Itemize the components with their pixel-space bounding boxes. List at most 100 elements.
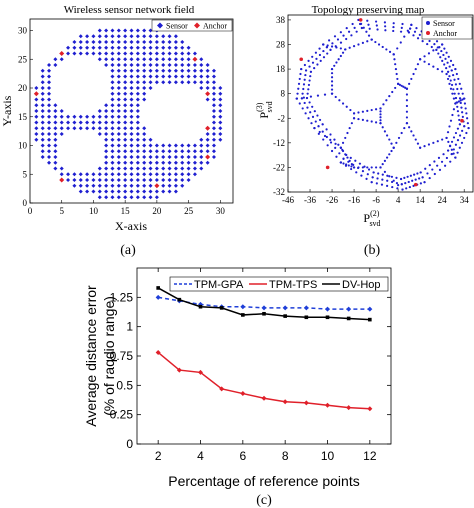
- sensor-point: [401, 22, 404, 26]
- sensor-point: [78, 120, 83, 125]
- sensor-point: [142, 74, 147, 79]
- sensor-point: [395, 176, 398, 180]
- sensor-point: [173, 34, 178, 39]
- sensor-point: [365, 30, 368, 33]
- sensor-point: [348, 159, 351, 162]
- panel-b-caption: (b): [364, 243, 381, 258]
- sensor-point: [419, 171, 422, 174]
- sensor-point: [34, 132, 39, 136]
- sensor-point: [408, 126, 411, 129]
- sensor-point: [308, 65, 311, 68]
- sensor-point: [457, 114, 460, 117]
- sensor-point: [167, 155, 172, 159]
- sensor-point: [40, 143, 45, 148]
- anchor-point: [205, 91, 211, 97]
- sensor-point: [218, 103, 223, 108]
- sensor-point: [180, 160, 185, 165]
- data-point: [261, 305, 267, 311]
- sensor-point: [211, 149, 216, 154]
- sensor-point: [383, 170, 387, 173]
- sensor-point: [47, 137, 52, 142]
- sensor-point: [104, 28, 109, 33]
- sensor-point: [142, 80, 147, 85]
- sensor-point: [361, 170, 365, 173]
- sensor-point: [199, 74, 204, 79]
- sensor-point: [460, 106, 463, 109]
- sensor-point: [91, 45, 96, 50]
- sensor-point: [367, 34, 371, 37]
- sensor-point: [123, 68, 128, 73]
- sensor-point: [142, 97, 147, 102]
- sensor-point: [173, 160, 178, 165]
- sensor-point: [405, 116, 409, 119]
- x-tick-label: 30: [216, 206, 226, 216]
- sensor-point: [366, 40, 369, 43]
- sensor-point: [148, 51, 153, 56]
- sensor-point: [205, 86, 210, 90]
- sensor-point: [116, 74, 121, 79]
- sensor-point: [366, 119, 369, 122]
- sensor-point: [110, 74, 115, 79]
- sensor-point: [78, 40, 83, 44]
- x-tick-label: 4: [197, 449, 204, 463]
- sensor-point: [383, 159, 387, 162]
- sensor-point: [91, 172, 96, 177]
- x-tick-label: -26: [326, 195, 338, 205]
- sensor-point: [205, 68, 210, 73]
- sensor-point: [318, 47, 321, 50]
- sensor-point: [390, 175, 394, 178]
- sensor-point: [441, 70, 444, 73]
- legend-sensor-marker: [426, 21, 430, 25]
- sensor-point: [66, 172, 71, 177]
- sensor-point: [461, 111, 464, 114]
- sensor-point: [180, 149, 185, 154]
- sensor-point: [135, 137, 140, 142]
- sensor-point: [91, 40, 96, 44]
- sensor-point: [411, 179, 414, 182]
- sensor-point: [104, 160, 109, 165]
- sensor-point: [199, 80, 204, 85]
- sensor-point: [53, 143, 58, 148]
- sensor-point: [148, 86, 153, 90]
- sensor-point: [104, 126, 109, 131]
- sensor-point: [371, 176, 374, 179]
- sensor-point: [460, 141, 464, 144]
- sensor-point: [167, 63, 172, 67]
- sensor-point: [372, 171, 375, 174]
- sensor-point: [47, 126, 52, 131]
- y-tick-label: -22: [273, 162, 285, 172]
- sensor-point: [186, 45, 191, 50]
- x-tick-label: 14: [416, 195, 426, 205]
- sensor-point: [167, 68, 172, 73]
- sensor-point: [123, 34, 128, 39]
- sensor-point: [135, 126, 140, 131]
- sensor-point: [382, 103, 385, 106]
- sensor-point: [154, 160, 159, 165]
- x-tick-label: 10: [89, 206, 99, 216]
- sensor-point: [154, 40, 159, 44]
- sensor-point: [53, 155, 58, 159]
- sensor-point: [306, 92, 309, 95]
- sensor-point: [458, 82, 461, 85]
- x-tick-label: 25: [184, 206, 194, 216]
- sensor-point: [370, 181, 373, 184]
- y-tick-label: 8: [281, 89, 286, 99]
- sensor-point: [361, 166, 364, 169]
- sensor-point: [466, 122, 469, 125]
- sensor-point: [116, 114, 121, 119]
- sensor-point: [446, 61, 449, 64]
- sensor-point: [123, 143, 128, 148]
- sensor-point: [47, 63, 52, 67]
- sensor-point: [180, 80, 185, 85]
- sensor-point: [333, 64, 336, 67]
- sensor-point: [154, 149, 159, 154]
- sensor-point: [199, 137, 204, 142]
- legend-sensor-marker: [157, 22, 163, 29]
- sensor-point: [110, 34, 115, 39]
- sensor-point: [315, 57, 318, 60]
- sensor-point: [186, 166, 191, 171]
- sensor-point: [72, 172, 77, 177]
- legend-anchor-marker: [426, 31, 430, 35]
- sensor-point: [142, 183, 147, 188]
- sensor-point: [449, 59, 453, 62]
